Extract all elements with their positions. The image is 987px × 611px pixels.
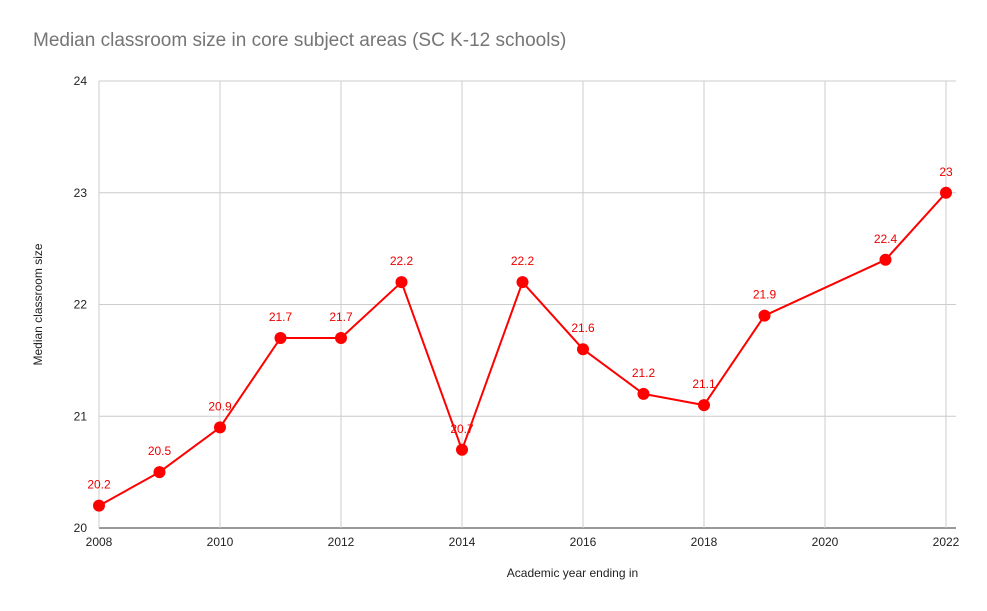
x-axis-title: Academic year ending in <box>507 566 638 580</box>
data-point <box>637 387 650 400</box>
data-point <box>153 466 166 479</box>
data-point <box>214 421 226 434</box>
x-tick-label: 2020 <box>812 535 839 549</box>
data-label: 21.6 <box>571 321 595 335</box>
x-tick-label: 2018 <box>691 535 718 549</box>
data-label: 20.7 <box>450 422 474 436</box>
data-point <box>698 399 710 412</box>
y-tick-label: 23 <box>74 186 88 200</box>
data-point <box>879 253 892 266</box>
data-label: 21.7 <box>269 310 293 324</box>
data-label: 22.2 <box>511 254 535 268</box>
x-tick-label: 2008 <box>86 535 113 549</box>
data-point <box>577 343 589 356</box>
data-label: 21.9 <box>753 288 777 302</box>
y-axis-title: Median classroom size <box>31 243 45 365</box>
data-label: 20.2 <box>87 478 111 492</box>
x-tick-label: 2016 <box>570 535 597 549</box>
y-tick-label: 24 <box>74 74 88 88</box>
x-tick-label: 2022 <box>933 535 960 549</box>
x-tick-label: 2014 <box>449 535 476 549</box>
data-point <box>516 276 529 289</box>
data-point <box>456 443 468 456</box>
y-tick-label: 21 <box>74 409 88 423</box>
series-line <box>98 192 947 507</box>
data-point <box>758 309 771 322</box>
data-label: 22.4 <box>874 232 898 246</box>
x-tick-label: 2010 <box>207 535 234 549</box>
data-point <box>274 332 287 345</box>
y-tick-label: 22 <box>74 298 88 312</box>
data-point <box>395 276 408 289</box>
data-label: 20.5 <box>148 444 172 458</box>
data-label: 23 <box>939 165 953 179</box>
data-label: 21.1 <box>692 377 716 391</box>
chart-title: Median classroom size in core subject ar… <box>33 30 567 51</box>
y-tick-label: 20 <box>74 521 88 535</box>
x-tick-label: 2012 <box>328 535 355 549</box>
data-point <box>93 499 105 512</box>
data-label: 20.9 <box>208 399 232 413</box>
data-label: 21.2 <box>632 366 656 380</box>
data-label: 22.2 <box>390 254 414 268</box>
data-point <box>940 186 952 199</box>
data-point <box>335 332 347 345</box>
data-label: 21.7 <box>329 310 353 324</box>
